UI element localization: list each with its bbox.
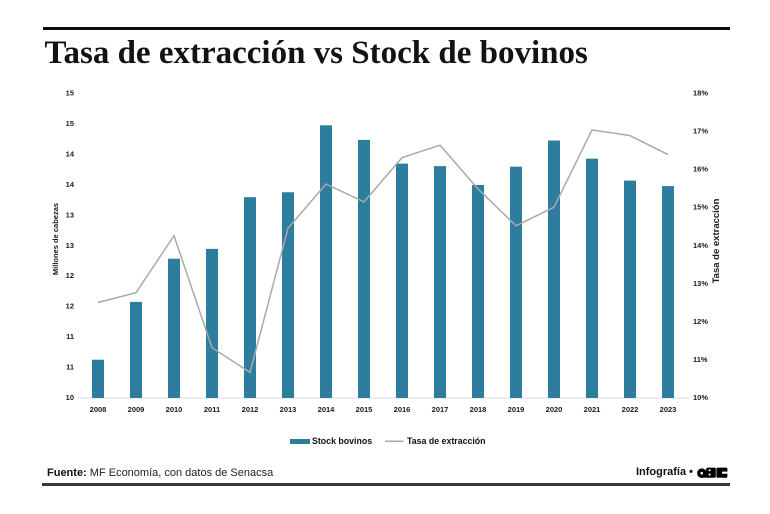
svg-text:11: 11	[66, 332, 74, 341]
svg-text:Tasa de extracción: Tasa de extracción	[711, 198, 722, 283]
svg-text:2020: 2020	[546, 405, 563, 414]
svg-text:17%: 17%	[693, 127, 708, 136]
svg-text:Stock bovinos: Stock bovinos	[312, 436, 372, 446]
svg-text:18%: 18%	[693, 89, 708, 98]
svg-text:2012: 2012	[242, 405, 259, 414]
svg-text:2009: 2009	[128, 405, 145, 414]
svg-text:Millones de cabezas: Millones de cabezas	[51, 203, 60, 275]
svg-text:13: 13	[66, 241, 74, 250]
svg-text:12%: 12%	[693, 317, 708, 326]
svg-text:2011: 2011	[204, 405, 220, 414]
svg-text:15: 15	[66, 119, 74, 128]
svg-text:2016: 2016	[394, 405, 411, 414]
svg-text:2018: 2018	[470, 405, 487, 414]
svg-text:15%: 15%	[693, 203, 708, 212]
svg-text:12: 12	[66, 271, 74, 280]
svg-text:11: 11	[66, 363, 74, 372]
svg-text:10: 10	[66, 393, 74, 402]
svg-text:13%: 13%	[693, 279, 708, 288]
svg-text:11%: 11%	[693, 355, 708, 364]
svg-text:10%: 10%	[693, 393, 708, 402]
svg-text:2017: 2017	[432, 405, 449, 414]
svg-text:2019: 2019	[508, 405, 525, 414]
svg-text:2014: 2014	[318, 405, 336, 414]
svg-text:2008: 2008	[90, 405, 107, 414]
svg-text:14%: 14%	[693, 241, 708, 250]
svg-text:2010: 2010	[166, 405, 183, 414]
svg-text:2023: 2023	[660, 405, 677, 414]
svg-text:2022: 2022	[622, 405, 639, 414]
svg-text:15: 15	[66, 89, 74, 98]
svg-text:2015: 2015	[356, 405, 373, 414]
svg-text:Tasa de extracción: Tasa de extracción	[407, 436, 486, 446]
svg-text:12: 12	[66, 302, 74, 311]
svg-text:2021: 2021	[584, 405, 601, 414]
svg-text:14: 14	[66, 180, 75, 189]
svg-text:13: 13	[66, 210, 74, 219]
svg-text:2013: 2013	[280, 405, 297, 414]
svg-text:16%: 16%	[693, 165, 708, 174]
svg-text:14: 14	[66, 149, 75, 158]
